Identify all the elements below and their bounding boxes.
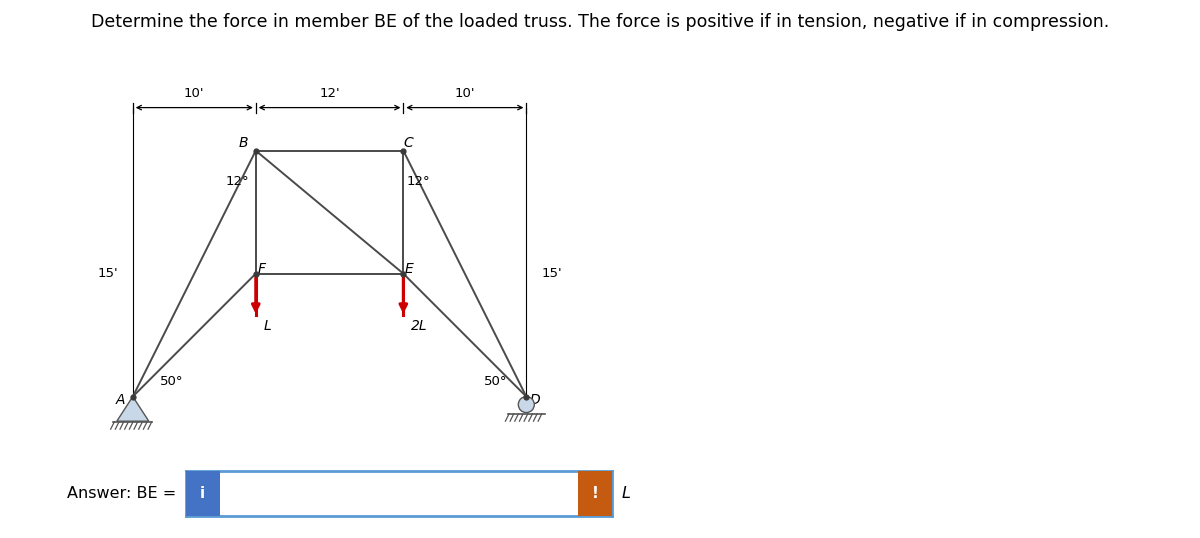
Text: L: L	[263, 319, 271, 333]
Text: A: A	[115, 393, 125, 407]
Text: B: B	[239, 136, 248, 150]
Text: 50°: 50°	[485, 375, 508, 388]
Text: 15': 15'	[541, 267, 562, 280]
Circle shape	[518, 397, 534, 413]
Text: 12°: 12°	[407, 175, 431, 188]
Text: C: C	[403, 136, 413, 150]
Polygon shape	[116, 397, 149, 421]
Text: E: E	[406, 261, 414, 275]
Text: 50°: 50°	[160, 375, 184, 388]
Text: Answer: BE =: Answer: BE =	[67, 486, 176, 501]
Text: 2L: 2L	[410, 319, 427, 333]
Text: 12°: 12°	[226, 175, 250, 188]
Text: i: i	[200, 486, 205, 501]
Text: D: D	[529, 393, 540, 407]
Text: 10': 10'	[184, 87, 204, 100]
Text: 10': 10'	[455, 87, 475, 100]
Text: !: !	[592, 486, 599, 501]
Text: 12': 12'	[319, 87, 340, 100]
Text: Determine the force in member BE of the loaded truss. The force is positive if i: Determine the force in member BE of the …	[91, 13, 1109, 31]
Text: L: L	[622, 486, 630, 501]
Text: 15': 15'	[97, 267, 118, 280]
Text: F: F	[258, 261, 266, 275]
